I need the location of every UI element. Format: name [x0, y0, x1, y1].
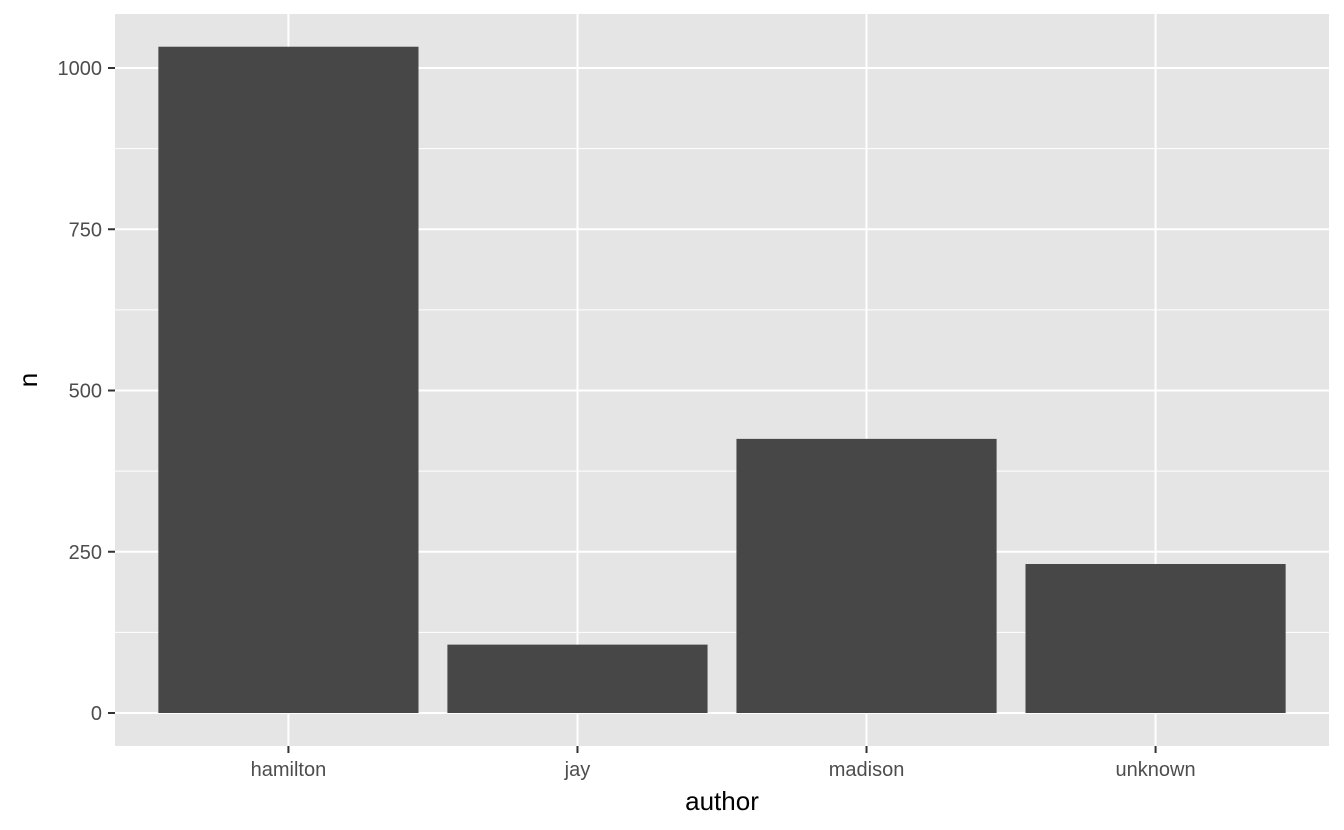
bar-madison [736, 438, 997, 713]
y-tick-label: 750 [69, 219, 102, 241]
y-axis-title: n [13, 373, 43, 387]
y-tick-label: 250 [69, 542, 102, 564]
bar-jay [447, 644, 708, 713]
bar-hamilton [158, 46, 419, 713]
x-axis-title: author [685, 786, 759, 816]
x-tick-label-hamilton: hamilton [251, 759, 327, 781]
y-tick-label: 500 [69, 381, 102, 403]
bars [158, 46, 1286, 713]
x-tick-label-madison: madison [829, 759, 905, 781]
x-tick-label-jay: jay [564, 759, 591, 781]
y-axis: 0 250 500 750 1000 [58, 58, 115, 725]
bar-unknown [1025, 564, 1286, 713]
y-tick-label: 0 [91, 703, 102, 725]
x-tick-label-unknown: unknown [1116, 759, 1196, 781]
y-tick-label: 1000 [58, 58, 103, 80]
x-axis: hamilton jay madison unknown [251, 746, 1196, 781]
